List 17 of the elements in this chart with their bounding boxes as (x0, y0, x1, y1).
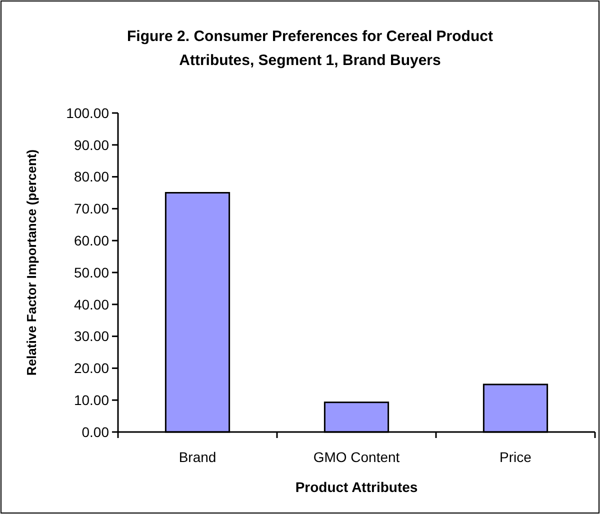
y-tick-label: 60.00 (74, 232, 110, 248)
y-tick-label: 30.00 (74, 328, 110, 344)
x-tick-label: Price (500, 449, 532, 465)
x-tick-label: Brand (178, 449, 216, 465)
x-tick-label: GMO Content (313, 449, 400, 465)
y-tick-label: 0.00 (82, 424, 110, 440)
y-tick-label: 10.00 (74, 392, 110, 408)
x-axis-title: Product Attributes (295, 479, 418, 495)
chart-title: Figure 2. Consumer Preferences for Cereal Product Attributes, Segment 1, Brand Buyers (127, 28, 493, 69)
y-tick-label: 50.00 (74, 264, 110, 280)
y-tick-label: 90.00 (74, 136, 110, 153)
y-tick-label: 20.00 (74, 360, 110, 376)
y-tick-label: 70.00 (74, 200, 110, 217)
y-tick-label: 100.00 (66, 104, 110, 121)
y-tick-label: 80.00 (74, 168, 110, 185)
y-axis-title: Relative Factor Importance (percent) (24, 149, 39, 376)
y-tick-label: 40.00 (74, 296, 110, 312)
